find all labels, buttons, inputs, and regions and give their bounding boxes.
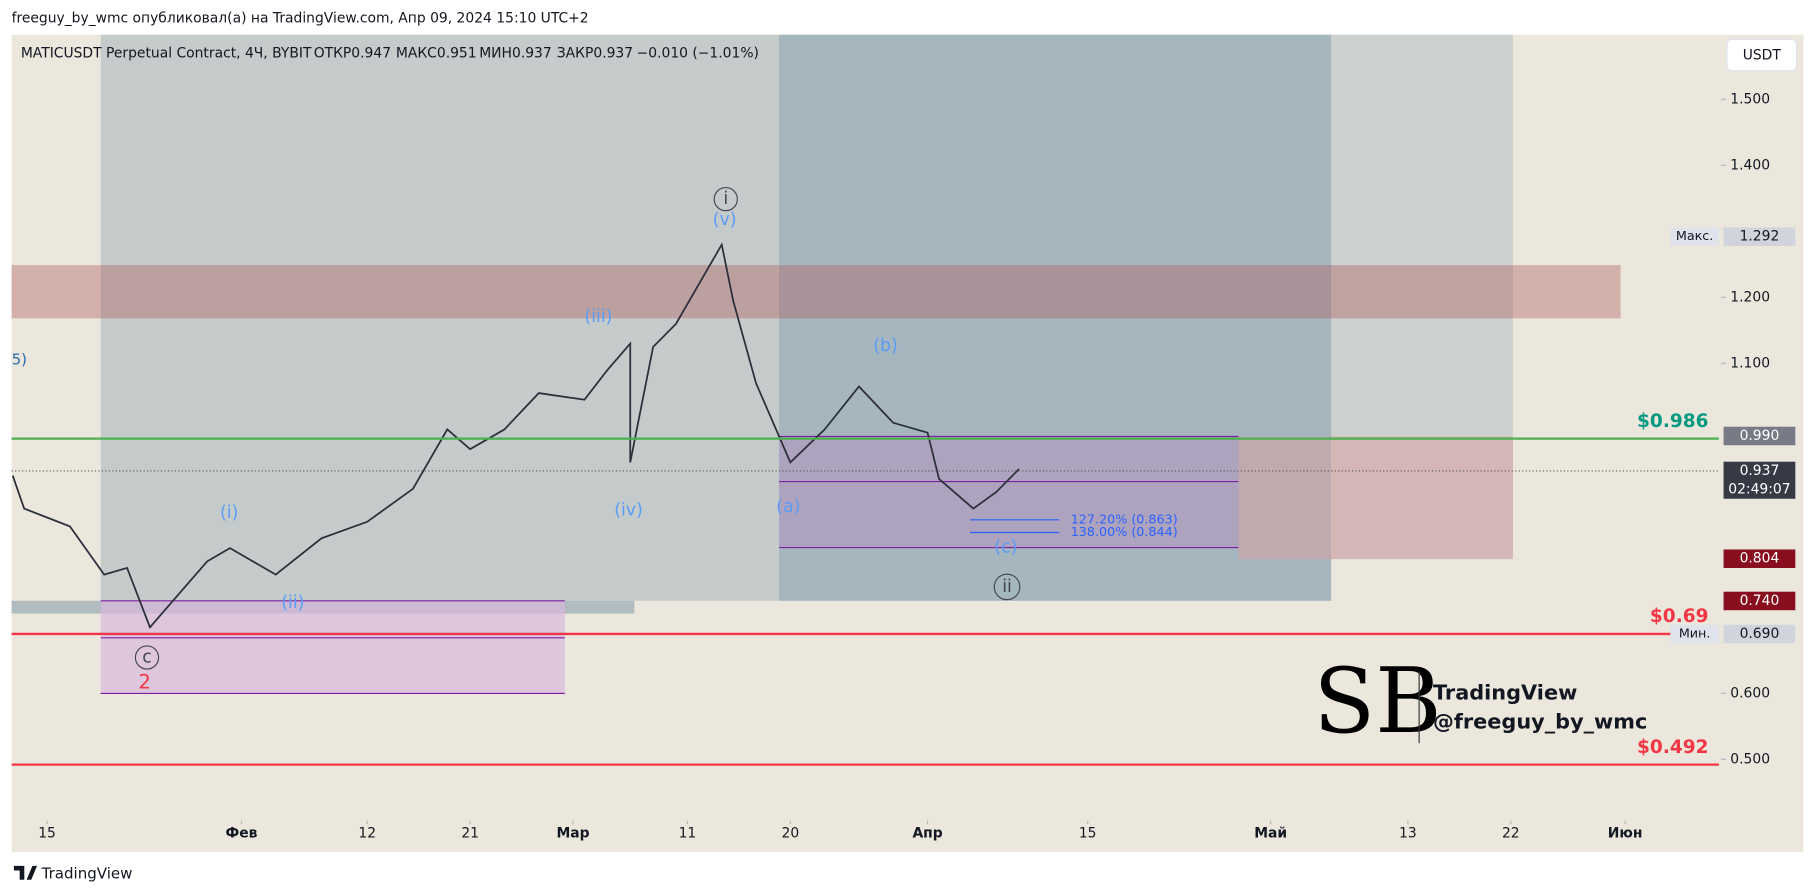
currency[interactable]: USDT xyxy=(1743,48,1782,64)
y-tick-label: 1.200 xyxy=(1730,289,1770,305)
price-tag-note: Мин. xyxy=(1679,626,1711,641)
wave-circle xyxy=(993,573,1021,601)
price-tag-label: 0.804 xyxy=(1740,551,1780,567)
price-tag xyxy=(1723,461,1796,499)
price-tag xyxy=(1723,624,1796,644)
wave-circle xyxy=(713,186,738,212)
countdown: 02:49:07 xyxy=(1728,481,1790,497)
watermark-brand: TradingView xyxy=(1433,680,1577,704)
header: freeguy_by_wmc опубликовал(а) на Trading… xyxy=(12,11,589,27)
wave-circle xyxy=(134,645,160,670)
x-tick-label: 12 xyxy=(358,825,376,841)
price-tag-note-bg xyxy=(1670,624,1719,644)
wave-label: 2 xyxy=(138,670,151,693)
legend-symbol: MATICUSDT Perpetual Contract, 4Ч, BYBIT xyxy=(21,45,312,61)
wave-label: ii xyxy=(1002,577,1012,597)
price-tag xyxy=(1723,426,1796,446)
x-tick-label: 22 xyxy=(1502,825,1520,841)
price-tag xyxy=(1723,591,1796,611)
price-tag-label: 1.292 xyxy=(1740,229,1780,245)
legend-high: МАКС0.951 xyxy=(396,45,477,61)
x-tick-label: 20 xyxy=(782,825,800,841)
series xyxy=(11,242,1020,630)
x-tick-label: 13 xyxy=(1399,825,1417,841)
y-tick-label: 1.100 xyxy=(1730,355,1770,371)
footer: TradingView xyxy=(41,864,133,882)
currency-button[interactable] xyxy=(1726,38,1798,72)
x-tick-label: Май xyxy=(1254,825,1287,841)
price-tag xyxy=(1723,549,1796,568)
footer-logo xyxy=(13,865,38,880)
y-tick-label: 1.500 xyxy=(1730,91,1770,107)
level-label: $0.69 xyxy=(1650,606,1709,627)
level-label: $0.492 xyxy=(1637,737,1708,758)
wave-label: (v) xyxy=(713,210,737,230)
x-tick-label: Фев xyxy=(225,825,257,841)
x-tick-label: 15 xyxy=(38,825,56,841)
legend-change: −0.010 (−1.01%) xyxy=(637,45,759,61)
wave-label: (c) xyxy=(994,538,1017,558)
price-tag-label: 0.937 xyxy=(1740,463,1780,479)
price-tag-label: 0.690 xyxy=(1740,626,1780,642)
x-tick-label: 11 xyxy=(679,825,697,841)
wave-label: (iii) xyxy=(584,307,612,327)
level-label: $0.986 xyxy=(1637,411,1708,432)
price-tag-note-bg xyxy=(1670,227,1719,246)
y-tick-label: 0.500 xyxy=(1730,751,1770,767)
price-line xyxy=(11,242,1020,630)
x-tick-label: Апр xyxy=(912,825,942,841)
watermark-logo: SB xyxy=(1313,649,1441,754)
zone xyxy=(1238,436,1513,560)
wave-label: c xyxy=(142,648,152,668)
zone xyxy=(100,34,1332,601)
resistance-zone xyxy=(11,265,1621,319)
wave-label: (a) xyxy=(776,497,800,517)
x-tick-label: Мар xyxy=(557,825,590,841)
wave-label: (ii) xyxy=(281,593,304,613)
box xyxy=(100,600,565,694)
x-tick-label: 15 xyxy=(1079,825,1097,841)
watermark-author: @freeguy_by_wmc xyxy=(1433,709,1647,733)
y-tick-label: 1.400 xyxy=(1730,157,1770,173)
wave-label: (i) xyxy=(220,503,238,523)
x-tick-label: Июн xyxy=(1608,825,1643,841)
box xyxy=(779,436,1239,548)
price-tag-label: 0.990 xyxy=(1740,428,1780,444)
wave-label: 5) xyxy=(12,351,27,369)
wave-label: (iv) xyxy=(614,501,643,521)
legend-close: ЗАКР0.937 xyxy=(557,45,633,61)
legend-low: МИН0.937 xyxy=(479,45,552,61)
wave-label: i xyxy=(723,189,728,209)
price-tag xyxy=(1723,227,1796,246)
y-tick-label: 0.600 xyxy=(1730,685,1770,701)
price-tag-label: 0.740 xyxy=(1740,593,1780,609)
price-tag-note: Макс. xyxy=(1676,229,1714,244)
wave-label: (b) xyxy=(873,336,898,356)
x-tick-label: 21 xyxy=(461,825,479,841)
fib-label: 138.00% (0.844) xyxy=(1071,525,1178,540)
fib-label: 127.20% (0.863) xyxy=(1071,512,1178,527)
legend-open: ОТКР0.947 xyxy=(314,45,391,61)
